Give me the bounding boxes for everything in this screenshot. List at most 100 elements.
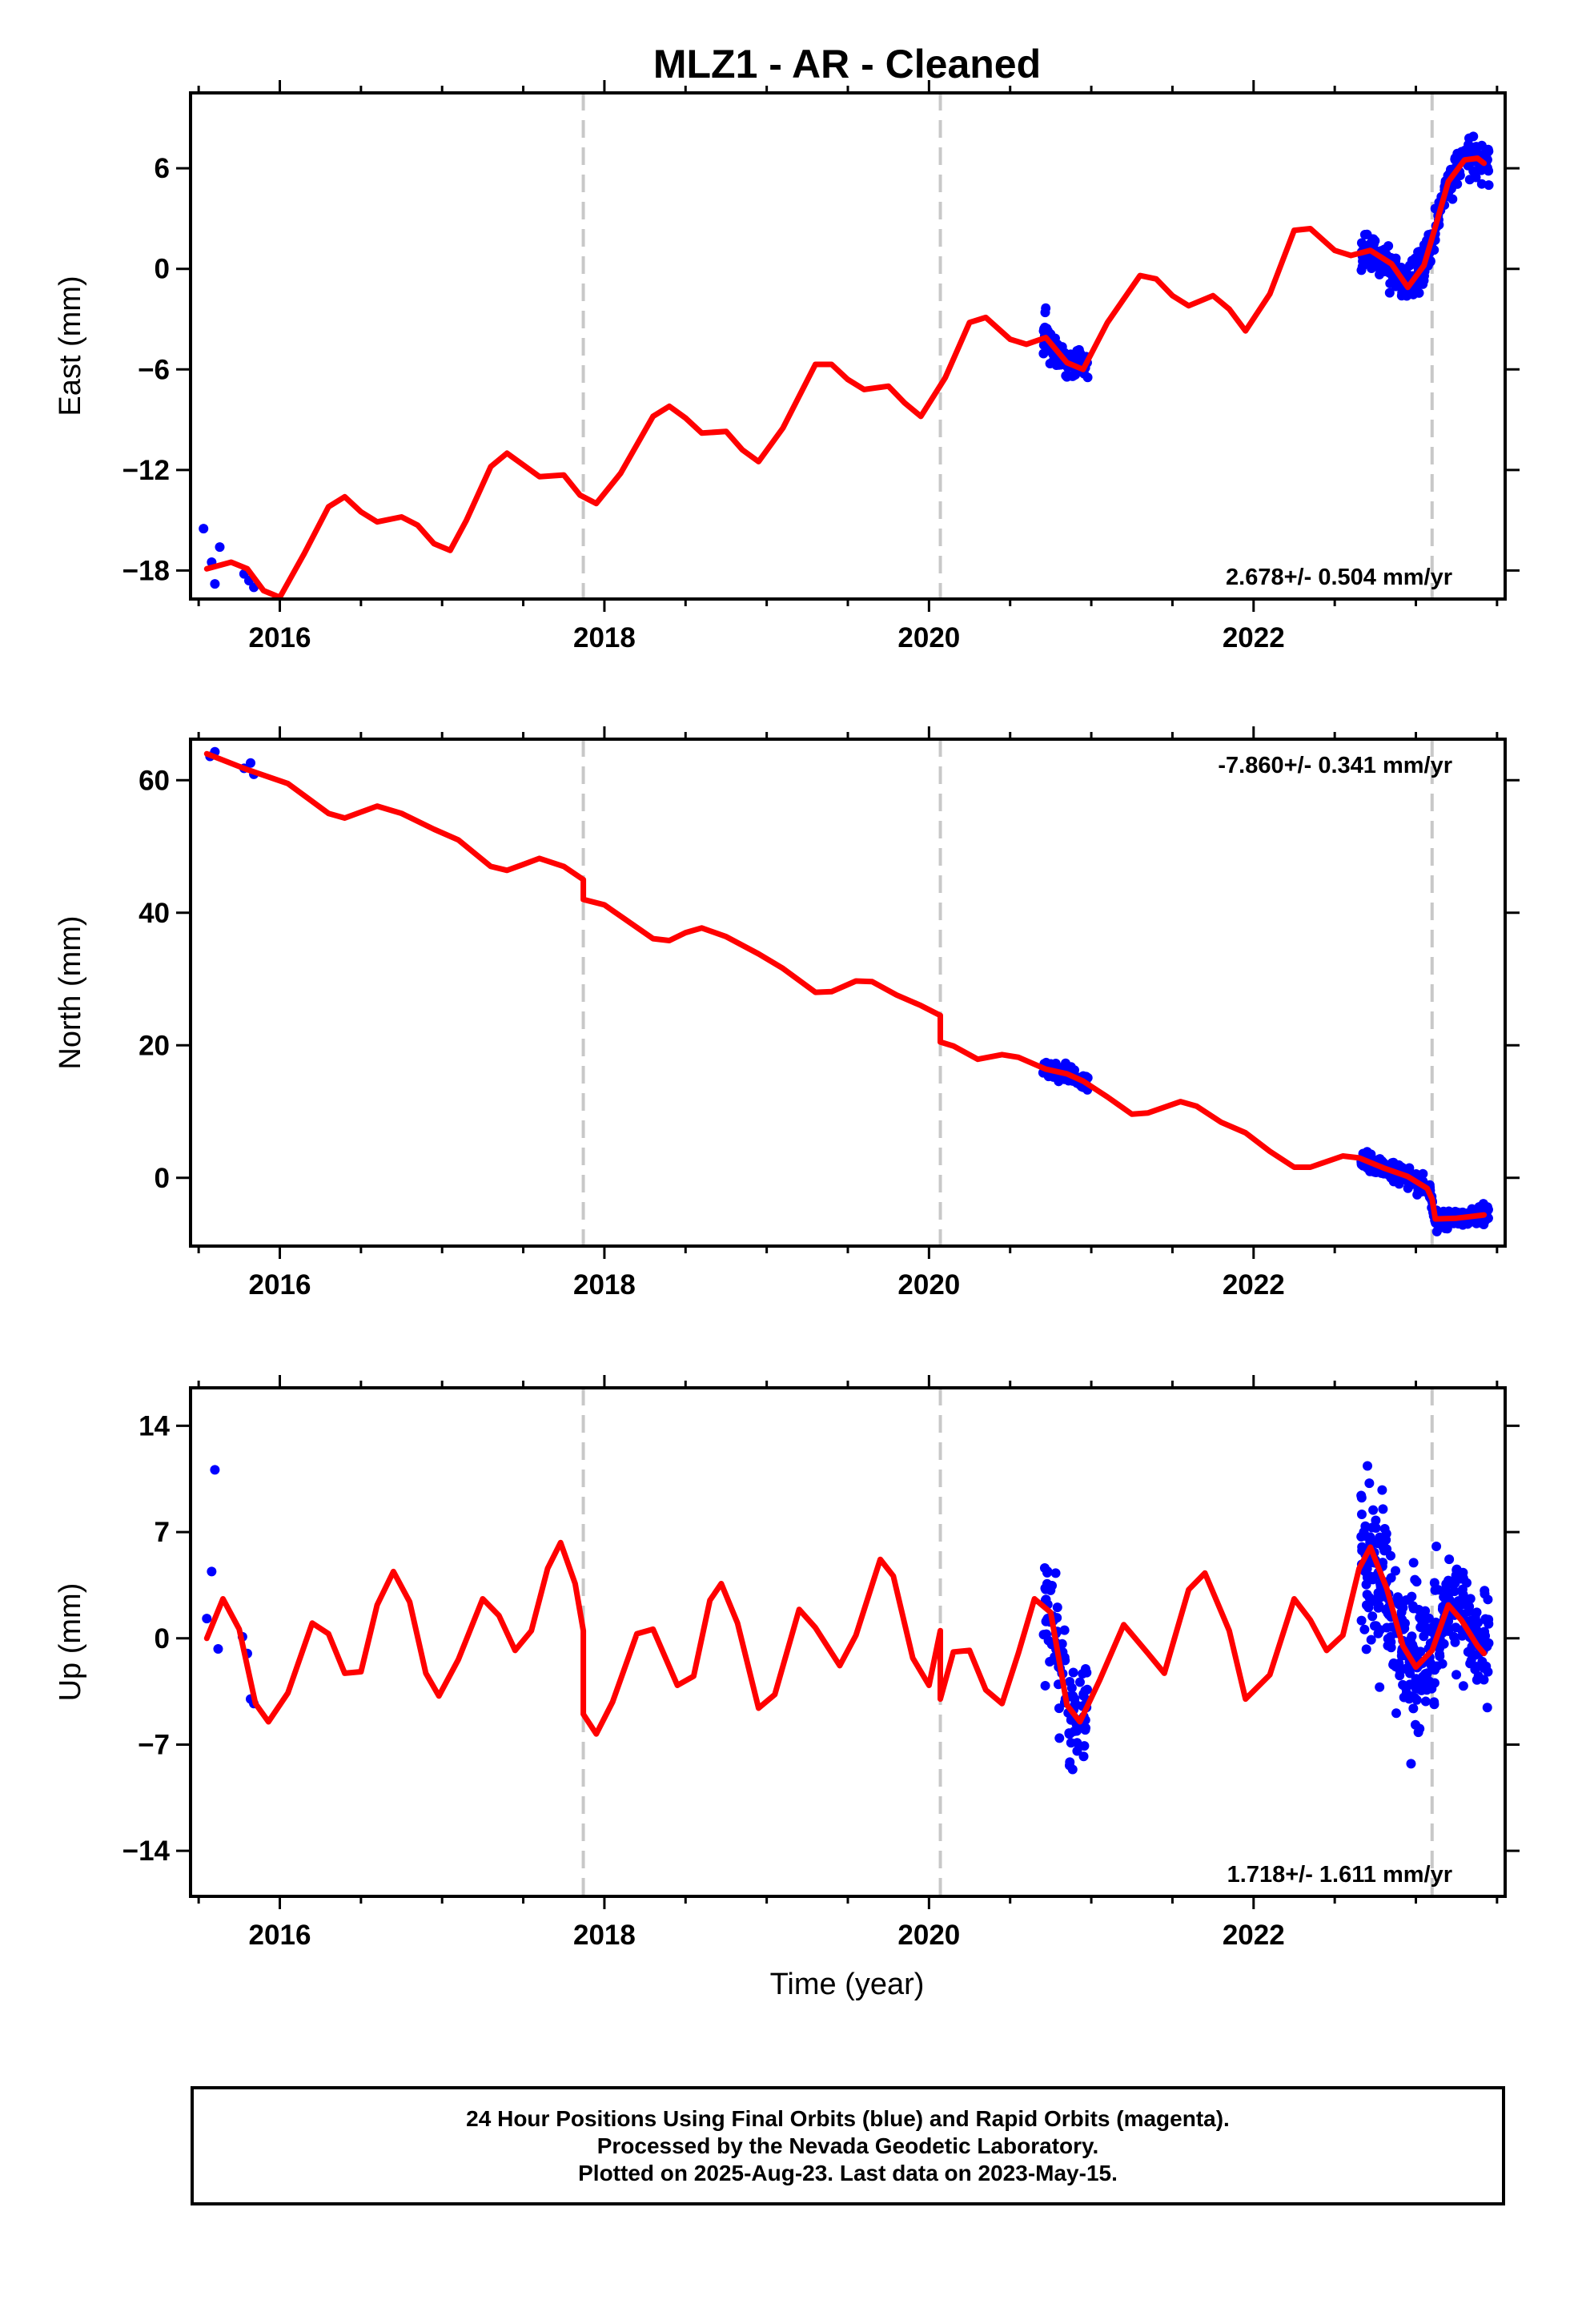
north-x-tick-label: 2020 xyxy=(897,1269,960,1301)
up-obs-point-334 xyxy=(1444,1554,1455,1565)
up-obs-point-461 xyxy=(1481,1661,1492,1671)
up-obs-point-428 xyxy=(1458,1590,1468,1600)
east-obs-point-442 xyxy=(1471,142,1481,152)
north-obs-point-3 xyxy=(246,758,256,768)
footer-line-2: Processed by the Nevada Geodetic Laborat… xyxy=(596,2133,1099,2158)
up-panel: 2016 2018 2020 2022 −14 −7 0 7 14 Up (mm) 1.718+/-… xyxy=(54,1375,1520,1951)
east-obs-point-91 xyxy=(1074,344,1084,355)
up-obs-point-382 xyxy=(1434,1643,1444,1654)
east-x-tick-label: 2018 xyxy=(573,622,636,653)
up-obs-point-205 xyxy=(1415,1723,1425,1734)
up-obs-point-363 xyxy=(1482,1703,1492,1713)
north-y-tick-label: 20 xyxy=(139,1030,170,1061)
east-obs-point-305 xyxy=(1384,287,1395,298)
east-obs-point-94 xyxy=(1049,354,1059,364)
up-obs-point-89 xyxy=(1080,1664,1090,1675)
up-obs-point-1 xyxy=(207,1566,217,1577)
north-obs-point-453 xyxy=(1440,1223,1451,1233)
up-obs-point-3 xyxy=(213,1644,223,1655)
north-obs-point-82 xyxy=(1059,1074,1070,1084)
north-obs-point-454 xyxy=(1479,1219,1489,1229)
up-obs-point-270 xyxy=(1392,1592,1403,1602)
up-obs-point-84 xyxy=(1072,1746,1082,1756)
up-obs-point-77 xyxy=(1046,1585,1056,1595)
north-obs-point-437 xyxy=(1472,1218,1482,1228)
up-obs-point-228 xyxy=(1371,1522,1381,1533)
up-obs-point-118 xyxy=(1363,1461,1373,1471)
up-x-tick-label: 2016 xyxy=(249,1920,311,1951)
up-obs-point-384 xyxy=(1431,1661,1442,1671)
up-obs-point-71 xyxy=(1065,1676,1075,1687)
up-obs-point-309 xyxy=(1406,1759,1416,1769)
up-obs-point-207 xyxy=(1364,1478,1375,1489)
up-x-tick-label: 2018 xyxy=(573,1920,636,1951)
up-obs-point-85 xyxy=(1038,1630,1049,1640)
up-obs-point-293 xyxy=(1375,1532,1385,1542)
north-model-line xyxy=(203,750,1488,1222)
up-obs-point-81 xyxy=(1074,1677,1085,1687)
up-obs-point-462 xyxy=(1464,1606,1474,1617)
up-obs-point-37 xyxy=(1078,1751,1089,1762)
up-obs-point-149 xyxy=(1411,1577,1422,1587)
up-obs-point-76 xyxy=(1054,1733,1065,1743)
east-obs-point-320 xyxy=(1370,235,1380,246)
up-obs-point-94 xyxy=(1066,1738,1076,1748)
up-obs-point-439 xyxy=(1483,1594,1493,1605)
x-axis-label: Time (year) xyxy=(770,1968,925,2001)
east-obs-point-436 xyxy=(1484,166,1494,176)
up-obs-point-2 xyxy=(210,1465,220,1475)
up-obs-point-424 xyxy=(1449,1586,1460,1597)
up-obs-point-280 xyxy=(1396,1651,1407,1661)
up-obs-point-115 xyxy=(1408,1703,1419,1714)
chart-title: MLZ1 - AR - Cleaned xyxy=(653,42,1041,86)
east-obs-point-0 xyxy=(199,524,209,534)
up-obs-point-63 xyxy=(1064,1729,1074,1739)
up-obs-point-446 xyxy=(1457,1630,1468,1641)
up-obs-point-455 xyxy=(1470,1612,1480,1622)
up-x-tick-label: 2020 xyxy=(897,1920,960,1951)
up-obs-point-435 xyxy=(1463,1647,1473,1657)
north-rate-label: -7.860+/- 0.341 mm/yr xyxy=(1218,753,1452,778)
up-y-tick-label: 14 xyxy=(139,1410,170,1441)
up-obs-point-109 xyxy=(1368,1505,1379,1515)
east-obs-point-69 xyxy=(1038,348,1049,359)
up-frame xyxy=(189,1386,1507,1898)
east-obs-point-314 xyxy=(1419,275,1429,286)
up-obs-point-183 xyxy=(1371,1515,1381,1526)
north-x-tick-label: 2022 xyxy=(1223,1269,1285,1301)
up-obs-point-98 xyxy=(1064,1760,1074,1771)
up-obs-point-304 xyxy=(1391,1708,1401,1719)
up-obs-point-276 xyxy=(1359,1624,1370,1634)
up-obs-point-327 xyxy=(1365,1537,1375,1547)
up-obs-point-237 xyxy=(1361,1579,1371,1590)
up-obs-point-452 xyxy=(1443,1626,1454,1636)
east-y-axis-label: East (mm) xyxy=(54,275,87,416)
up-obs-point-374 xyxy=(1452,1670,1462,1680)
up-obs-point-69 xyxy=(1068,1667,1078,1678)
east-obs-point-96 xyxy=(1042,324,1052,334)
east-y-tick-label: −6 xyxy=(138,354,170,385)
east-obs-point-67 xyxy=(1040,308,1050,318)
east-plot-area xyxy=(199,131,1494,599)
up-obs-point-307 xyxy=(1404,1694,1415,1704)
east-y-tick-label: −18 xyxy=(122,555,170,586)
up-obs-point-221 xyxy=(1375,1682,1385,1692)
up-obs-point-449 xyxy=(1457,1599,1468,1610)
up-rate-label: 1.718+/- 1.611 mm/yr xyxy=(1227,1862,1452,1888)
up-obs-point-68 xyxy=(1060,1655,1070,1666)
up-obs-point-328 xyxy=(1369,1621,1379,1631)
up-obs-point-456 xyxy=(1450,1637,1460,1647)
east-obs-point-414 xyxy=(1464,175,1475,185)
north-x-tick-label: 2018 xyxy=(573,1269,636,1301)
east-obs-point-317 xyxy=(1397,287,1407,298)
east-x-tick-label: 2016 xyxy=(249,622,311,653)
east-obs-point-93 xyxy=(1050,333,1060,344)
east-rate-label: 2.678+/- 0.504 mm/yr xyxy=(1226,565,1452,590)
up-obs-point-194 xyxy=(1378,1504,1388,1514)
up-obs-point-438 xyxy=(1451,1622,1461,1633)
up-obs-point-287 xyxy=(1429,1699,1439,1710)
up-obs-point-144 xyxy=(1357,1542,1367,1552)
east-obs-point-326 xyxy=(1358,256,1368,267)
up-obs-point-0 xyxy=(202,1614,212,1624)
